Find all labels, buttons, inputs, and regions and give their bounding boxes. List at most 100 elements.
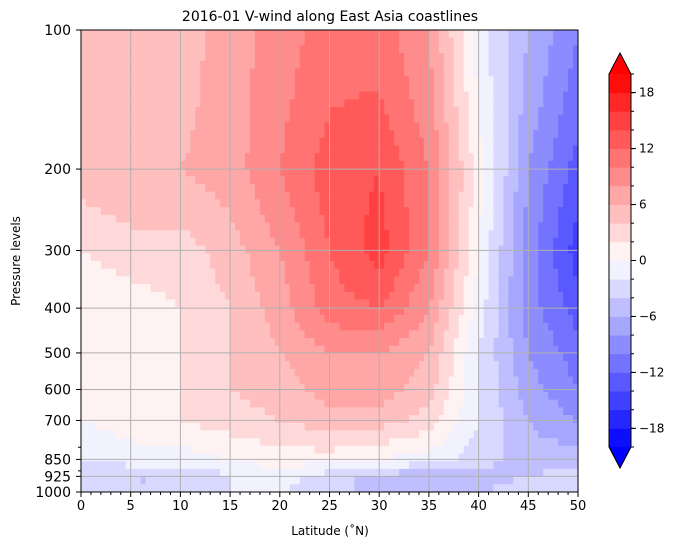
contour-cell [438, 176, 445, 185]
contour-cell [543, 68, 549, 77]
contour-cell [558, 253, 564, 262]
contour-cell [225, 314, 231, 324]
contour-cell [220, 276, 226, 285]
contour-cell [369, 176, 375, 185]
contour-cell [235, 91, 241, 100]
contour-cell [573, 214, 578, 224]
contour-cell [205, 37, 211, 46]
contour-cell [220, 376, 226, 385]
contour-cell [150, 153, 157, 162]
contour-cell [100, 137, 107, 147]
contour-cell [339, 145, 346, 154]
contour-cell [503, 184, 510, 193]
contour-cell [394, 145, 400, 154]
contour-cell [533, 322, 539, 331]
contour-cell [130, 284, 137, 293]
contour-cell [563, 45, 569, 54]
contour-cell [418, 284, 425, 293]
contour-cell [220, 30, 226, 39]
contour-cell [518, 345, 524, 354]
contour-cell [85, 99, 92, 108]
contour-cell [528, 176, 534, 185]
contour-cell [304, 53, 311, 62]
contour-cell [279, 191, 286, 200]
contour-cell [354, 276, 360, 285]
contour-cell [473, 268, 480, 277]
contour-cell [190, 153, 196, 162]
contour-cell [210, 176, 216, 185]
contour-cell [523, 91, 529, 100]
contour-cell [90, 253, 97, 262]
contour-cell [478, 60, 485, 70]
contour-cell [190, 37, 196, 46]
contour-cell [418, 391, 425, 401]
contour-cell [125, 268, 132, 277]
contour-cell [533, 207, 539, 216]
contour-cell [508, 114, 514, 123]
contour-cell [165, 307, 172, 316]
contour-cell [115, 407, 122, 416]
contour-cell [165, 37, 172, 46]
contour-cell [225, 191, 231, 200]
contour-cell [190, 160, 196, 170]
contour-cell [81, 330, 87, 339]
contour-cell [235, 114, 241, 123]
contour-cell [150, 345, 157, 354]
contour-cell [463, 37, 470, 46]
contour-cell [254, 230, 261, 239]
contour-cell [513, 291, 519, 301]
contour-cell [533, 230, 539, 239]
contour-cell [314, 53, 321, 62]
contour-cell [195, 68, 201, 77]
contour-cell [314, 261, 321, 270]
contour-cell [120, 314, 127, 324]
contour-cell [528, 361, 534, 370]
contour-cell [543, 91, 549, 100]
contour-cell [230, 176, 236, 185]
contour-cell [304, 284, 311, 293]
contour-cell [329, 91, 336, 100]
contour-cell [175, 37, 181, 46]
contour-cell [249, 253, 256, 262]
contour-cell [389, 391, 395, 401]
contour-cell [364, 284, 370, 293]
contour-cell [150, 145, 157, 154]
contour-cell [249, 384, 256, 393]
contour-cell [205, 53, 211, 62]
contour-cell [364, 83, 370, 93]
contour-cell [274, 284, 281, 293]
contour-cell [254, 76, 261, 85]
contour-cell [568, 253, 574, 262]
contour-cell [324, 207, 331, 216]
contour-cell [369, 99, 375, 108]
contour-cell [503, 168, 510, 177]
contour-cell [433, 68, 440, 77]
contour-cell [543, 222, 549, 231]
contour-cell [140, 245, 147, 254]
contour-cell [135, 145, 142, 154]
contour-cell [100, 130, 107, 139]
contour-cell [364, 307, 370, 316]
contour-cell [125, 299, 132, 308]
contour-cell [289, 107, 296, 116]
contour-cell [334, 191, 341, 200]
contour-cell [205, 145, 211, 154]
contour-cell [145, 68, 152, 77]
contour-cell [95, 253, 102, 262]
contour-cell [95, 83, 102, 93]
contour-cell [399, 314, 405, 324]
contour-cell [195, 338, 201, 347]
contour-cell [503, 114, 510, 123]
contour-cell [289, 345, 296, 354]
contour-cell [90, 176, 97, 185]
contour-cell [369, 245, 375, 254]
contour-cell [279, 284, 286, 293]
contour-cell [533, 268, 539, 277]
contour-cell [523, 160, 529, 170]
contour-cell [483, 37, 490, 46]
contour-cell [314, 191, 321, 200]
contour-cell [558, 176, 564, 185]
contour-cell [249, 168, 256, 177]
contour-cell [468, 176, 475, 185]
contour-cell [274, 307, 281, 316]
